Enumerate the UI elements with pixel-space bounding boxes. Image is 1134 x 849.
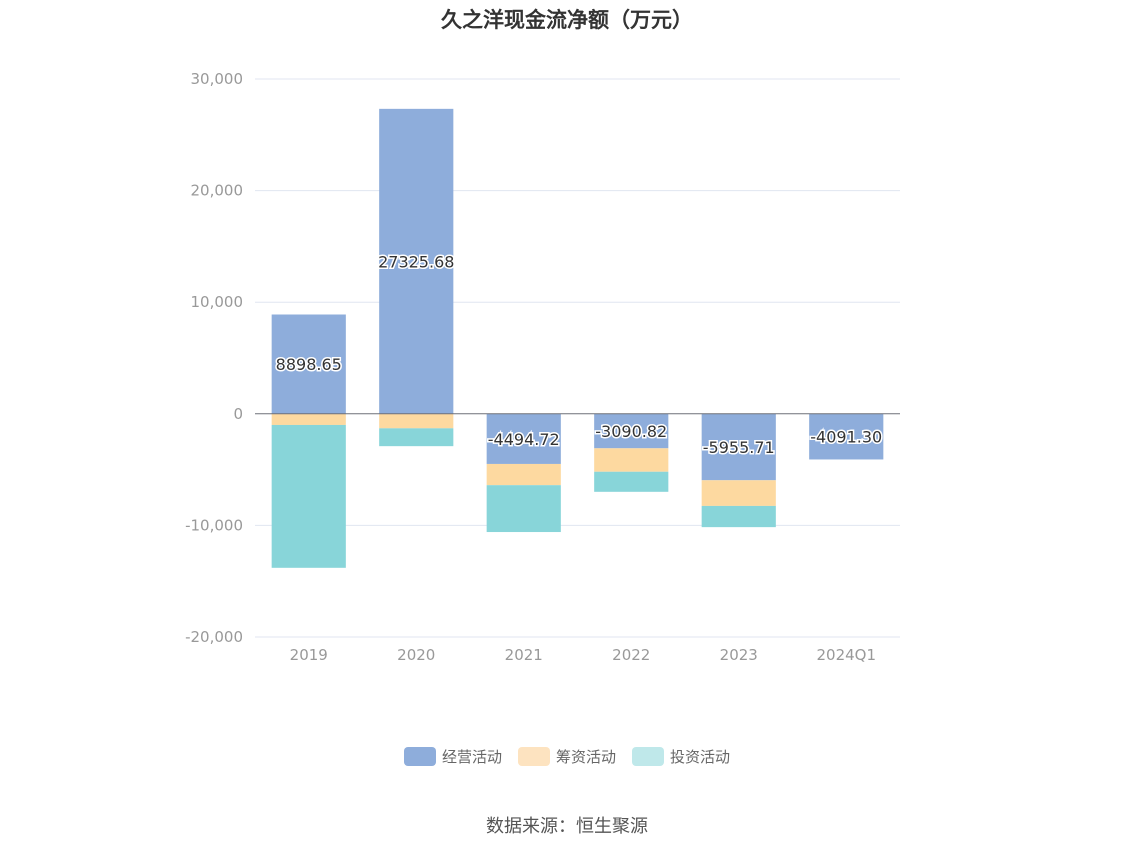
legend-item-operating[interactable]: 经营活动 xyxy=(403,746,502,767)
bar-operating-2024Q1[interactable] xyxy=(809,413,884,460)
legend-label-investing: 投资活动 xyxy=(670,748,731,766)
legend-item-financing[interactable]: 筹资活动 xyxy=(517,746,616,767)
y-tick-label: 30,000 xyxy=(191,70,244,88)
legend: 经营活动 筹资活动 投资活动 xyxy=(0,746,1134,767)
data-label-operating-2020: 27325.68 xyxy=(378,252,454,271)
y-tick-label: 20,000 xyxy=(191,182,244,200)
bar-financing-2021[interactable] xyxy=(486,463,561,486)
data-label-operating-2024Q1: -4091.30 xyxy=(810,428,882,447)
x-tick-label: 2024Q1 xyxy=(816,646,876,664)
legend-swatch-operating xyxy=(403,747,436,766)
x-tick-label: 2023 xyxy=(720,646,758,664)
bar-financing-2022[interactable] xyxy=(594,448,669,472)
x-tick-label: 2021 xyxy=(505,646,543,664)
bar-operating-2021[interactable] xyxy=(486,413,561,464)
legend-item-investing[interactable]: 投资活动 xyxy=(632,746,730,767)
y-tick-label: -10,000 xyxy=(185,516,243,534)
data-label-operating-2021: -4494.72 xyxy=(488,430,560,449)
bar-investing-2022[interactable] xyxy=(594,471,669,492)
bar-operating-2019[interactable] xyxy=(271,314,346,414)
x-tick-label: 2019 xyxy=(290,646,328,664)
legend-label-operating: 经营活动 xyxy=(441,748,502,766)
data-source: 数据来源：恒生聚源 xyxy=(486,816,648,837)
y-tick-label: 10,000 xyxy=(191,293,244,311)
y-tick-label: 0 xyxy=(233,405,243,423)
bar-investing-2023[interactable] xyxy=(701,505,776,528)
bars xyxy=(271,108,884,568)
legend-swatch-financing xyxy=(517,747,550,766)
bar-operating-2023[interactable] xyxy=(701,413,776,481)
bar-financing-2023[interactable] xyxy=(701,480,776,506)
y-tick-label: -20,000 xyxy=(185,628,243,646)
grid-lines xyxy=(255,78,900,638)
bar-operating-2020[interactable] xyxy=(379,108,454,414)
cash-flow-chart: 30,000 20,000 10,000 0 -10,000 -20,000 8898.6… xyxy=(185,70,900,664)
bar-operating-2022[interactable] xyxy=(594,413,669,449)
bar-investing-2021[interactable] xyxy=(486,485,561,533)
data-labels: 8898.65 27325.68 -4494.72 -3090.82 -5955.71 -… xyxy=(274,251,884,459)
legend-swatch-investing xyxy=(632,747,664,766)
y-axis-ticks: 30,000 20,000 10,000 0 -10,000 -20,000 xyxy=(185,70,243,646)
data-label-operating-2023: -5955.71 xyxy=(703,438,775,457)
data-label-operating-2019: 8898.65 xyxy=(276,355,342,374)
bar-financing-2019[interactable] xyxy=(271,413,346,425)
x-axis-ticks: 2019 2020 2021 2022 2023 2024Q1 xyxy=(290,646,876,664)
zero-axis xyxy=(255,413,900,638)
bar-investing-2019[interactable] xyxy=(271,424,346,568)
data-label-operating-2022: -3090.82 xyxy=(595,422,667,441)
x-tick-label: 2020 xyxy=(397,646,435,664)
bar-investing-2020[interactable] xyxy=(379,428,454,447)
bar-financing-2020[interactable] xyxy=(379,413,454,429)
chart-title: 久之洋现金流净额（万元） xyxy=(441,8,693,32)
legend-label-financing: 筹资活动 xyxy=(555,748,616,766)
x-tick-label: 2022 xyxy=(612,646,650,664)
